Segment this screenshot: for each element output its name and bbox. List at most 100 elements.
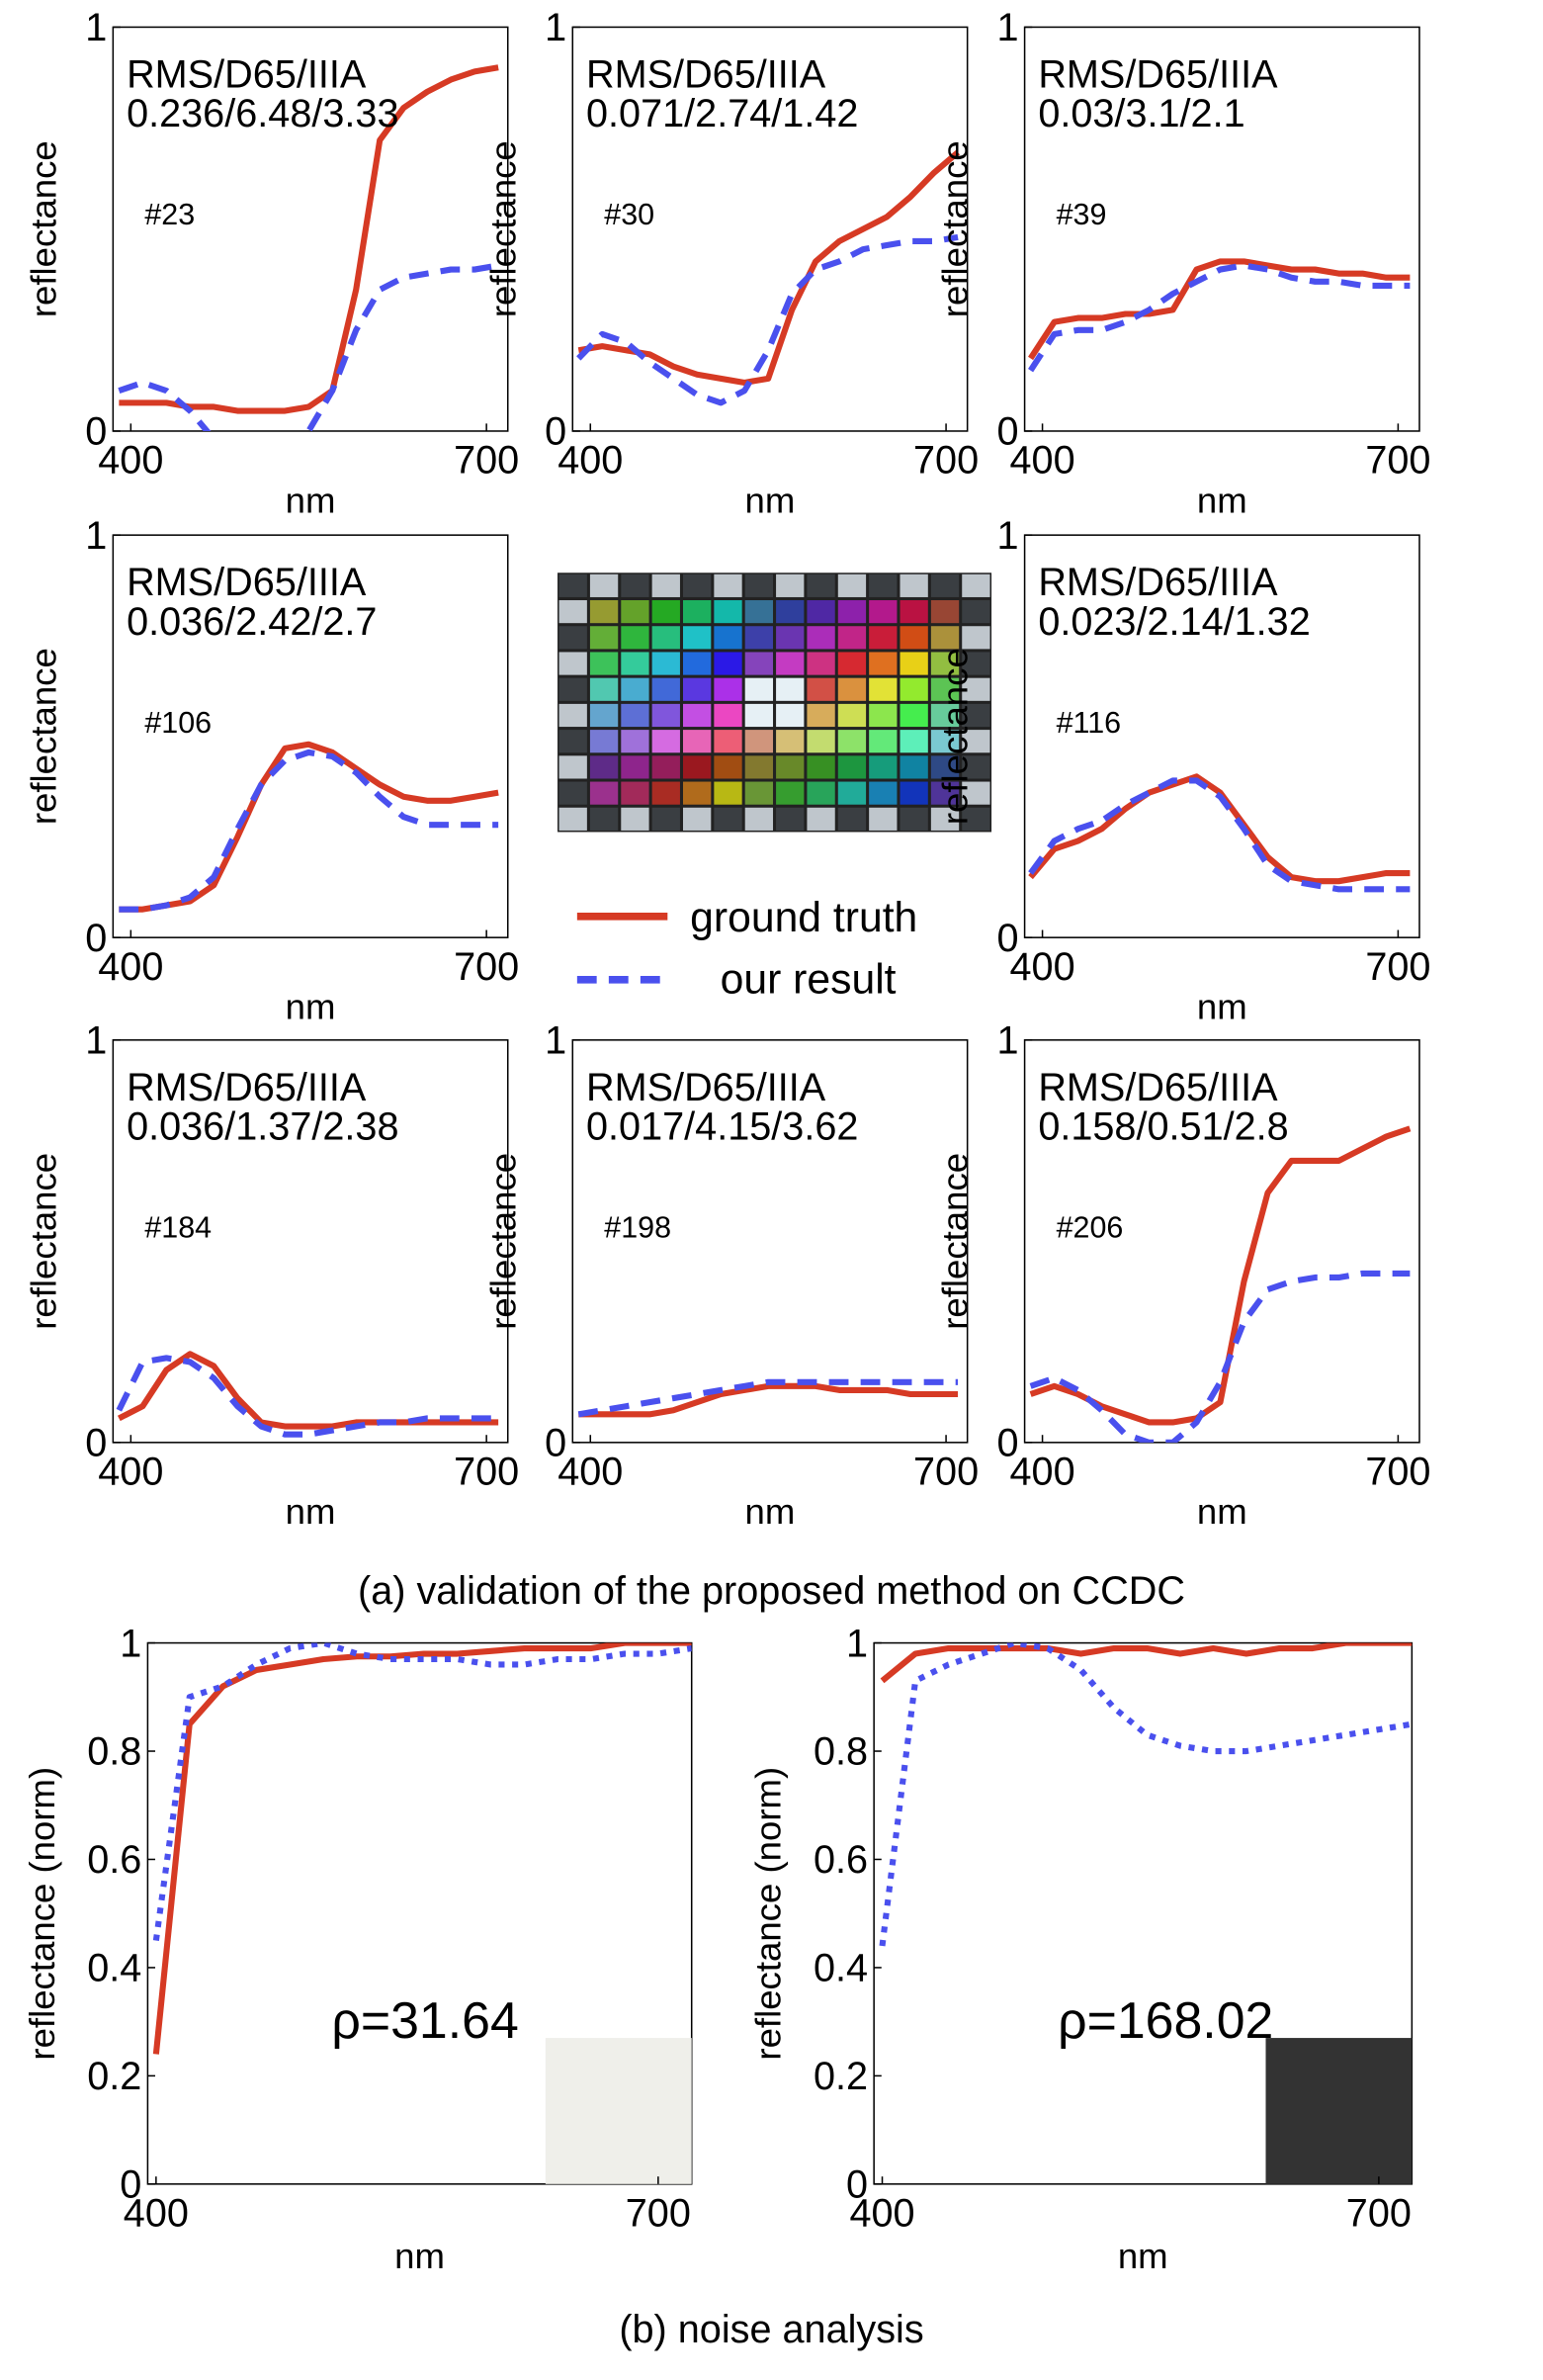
subplot: 0 1 400 700 reflectance nm RMS/D65/IIIA0.023/2… xyxy=(935,514,1431,1027)
color-patch xyxy=(930,652,960,675)
y-tick-label: 1 xyxy=(996,6,1018,49)
color-patch xyxy=(651,807,680,831)
y-axis-label: reflectance xyxy=(23,648,63,825)
x-tick-label: 700 xyxy=(913,439,979,483)
color-patch xyxy=(589,755,619,779)
color-patch xyxy=(930,703,960,728)
color-patch xyxy=(558,626,587,650)
color-patch xyxy=(589,703,619,728)
annotation: #184 xyxy=(144,1211,212,1245)
color-patch xyxy=(900,755,928,779)
color-patch xyxy=(589,730,619,753)
plot-area xyxy=(1023,1039,1420,1444)
x-tick-label: 400 xyxy=(1010,1451,1075,1494)
color-patch xyxy=(837,730,867,753)
lines xyxy=(152,1642,692,2055)
color-patch xyxy=(962,677,990,701)
series-line xyxy=(879,1642,1413,1947)
color-patch xyxy=(776,755,805,779)
annotation: RMS/D65/IIIA xyxy=(586,52,826,96)
y-axis-label: reflectance xyxy=(935,648,976,825)
color-patch xyxy=(558,600,587,624)
y-axis-label: reflectance xyxy=(482,1153,523,1330)
x-tick-label: 700 xyxy=(1346,2192,1412,2236)
y-tick-label: 0 xyxy=(996,410,1018,454)
annotation: ρ=168.02 xyxy=(1058,1991,1273,2049)
color-patch xyxy=(558,703,587,728)
color-patch xyxy=(776,652,805,675)
color-patch xyxy=(621,703,649,728)
x-tick-label: 400 xyxy=(98,1451,163,1494)
color-patch xyxy=(837,652,867,675)
color-patch xyxy=(589,781,619,805)
color-patch xyxy=(651,755,680,779)
color-patch xyxy=(714,807,742,831)
color-patch xyxy=(837,626,867,650)
color-patch xyxy=(869,807,898,831)
x-axis-label: nm xyxy=(286,986,336,1026)
color-patch xyxy=(776,677,805,701)
color-patch xyxy=(776,807,805,831)
x-axis-label: nm xyxy=(1197,480,1247,520)
subplot: 0 0.2 0.4 0.6 0.8 1 400 700 reflectance (norm) nm… xyxy=(22,1622,693,2276)
y-tick-label: 0 xyxy=(545,410,566,454)
color-patch xyxy=(558,755,587,779)
x-tick-label: 400 xyxy=(849,2192,914,2236)
annotation: #39 xyxy=(1057,198,1107,231)
annotation: #116 xyxy=(1057,706,1122,740)
annotation: RMS/D65/IIIA xyxy=(127,1066,367,1109)
plot-area xyxy=(1023,26,1420,432)
x-axis-label: nm xyxy=(1197,986,1247,1026)
x-tick-label: 700 xyxy=(1365,1451,1430,1494)
color-patch xyxy=(900,703,928,728)
x-tick-label: 400 xyxy=(1010,439,1075,483)
color-patch xyxy=(682,807,712,831)
color-patch xyxy=(744,781,774,805)
color-patch xyxy=(682,600,712,624)
color-patch xyxy=(714,677,742,701)
x-axis-label: nm xyxy=(286,1491,336,1532)
x-tick-label: 400 xyxy=(557,1451,623,1494)
color-patch xyxy=(869,703,898,728)
y-tick-label: 0.2 xyxy=(87,2055,141,2098)
series-line xyxy=(1028,777,1411,893)
lines xyxy=(118,64,499,431)
annotation: RMS/D65/IIIA xyxy=(1038,1066,1278,1109)
color-patch xyxy=(589,807,619,831)
color-patch xyxy=(962,652,990,675)
color-patch xyxy=(621,677,649,701)
plot-area xyxy=(112,1039,509,1444)
color-patch xyxy=(962,781,990,805)
x-axis-label: nm xyxy=(745,1491,796,1532)
annotation: RMS/D65/IIIA xyxy=(127,52,367,96)
color-patch xyxy=(744,573,774,597)
plot-area xyxy=(571,26,969,432)
color-patch xyxy=(900,573,928,597)
color-patch xyxy=(807,730,835,753)
color-patch xyxy=(900,652,928,675)
color-patch xyxy=(651,703,680,728)
annotation: 0.236/6.48/3.33 xyxy=(127,92,398,135)
x-tick-label: 400 xyxy=(124,2192,189,2236)
color-patch xyxy=(900,626,928,650)
color-patch xyxy=(558,652,587,675)
series-line xyxy=(576,233,959,406)
color-patch xyxy=(651,626,680,650)
color-patch xyxy=(869,652,898,675)
color-patch xyxy=(869,600,898,624)
color-patch xyxy=(962,730,990,753)
annotation: 0.071/2.74/1.42 xyxy=(586,92,858,135)
color-patch xyxy=(962,626,990,650)
color-patch xyxy=(714,626,742,650)
series-line xyxy=(117,1351,499,1430)
color-checker xyxy=(557,573,992,833)
color-patch xyxy=(621,781,649,805)
color-patch xyxy=(962,807,990,831)
y-tick-label: 1 xyxy=(85,6,107,49)
lines xyxy=(1028,773,1411,893)
color-patch xyxy=(621,652,649,675)
legend-label: our result xyxy=(721,956,897,1004)
color-patch xyxy=(900,730,928,753)
plot-area xyxy=(1023,534,1420,938)
